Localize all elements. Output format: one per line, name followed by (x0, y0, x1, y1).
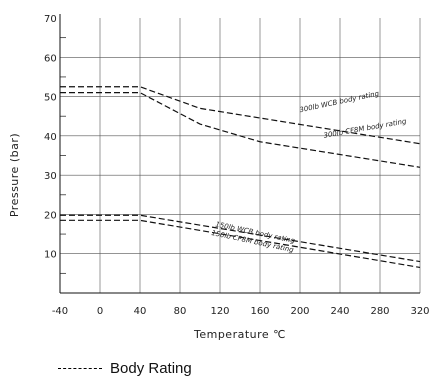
y-tick-label: 60 (44, 53, 57, 64)
series-lines (60, 86, 421, 269)
y-tick-label: 50 (44, 93, 57, 104)
x-tick-label: 0 (97, 306, 103, 317)
series-line (60, 86, 421, 145)
x-tick-label: 80 (174, 306, 187, 317)
series-line (60, 92, 421, 168)
pressure-temperature-chart: -40 0 40 80 120 160 200 240 280 320 10 20 30 40 50 60 70… (8, 14, 429, 341)
x-tick-label: 240 (330, 306, 349, 317)
x-tick-label: 120 (210, 306, 229, 317)
tick-labels: -40 0 40 80 120 160 200 240 280 320 10 20 30 40 50 60 70 (44, 14, 429, 317)
axes (59, 14, 420, 294)
x-tick-label: 320 (410, 306, 429, 317)
legend-label: Body Rating (110, 360, 192, 377)
series-annotations: 300lb WCB body rating 300lb CF8M body rat… (211, 89, 408, 254)
x-tick-label: 160 (250, 306, 269, 317)
x-tick-label: 40 (134, 306, 147, 317)
legend-line-sample (58, 368, 102, 369)
x-axis-label: Temperature ℃ (193, 328, 286, 341)
grid (60, 18, 421, 293)
y-tick-label: 20 (44, 210, 57, 221)
x-tick-label: -40 (52, 306, 68, 317)
y-axis-label: Pressure (bar) (8, 133, 21, 217)
y-tick-label: 70 (44, 14, 57, 25)
x-tick-label: 280 (370, 306, 389, 317)
y-tick-label: 40 (44, 132, 57, 143)
y-tick-label: 30 (44, 171, 57, 182)
series-annotation: 300lb CF8M body rating (323, 117, 408, 140)
series-annotation: 300lb WCB body rating (299, 89, 381, 114)
y-tick-label: 10 (44, 250, 57, 261)
x-tick-label: 200 (290, 306, 309, 317)
legend: Body Rating (58, 360, 192, 377)
